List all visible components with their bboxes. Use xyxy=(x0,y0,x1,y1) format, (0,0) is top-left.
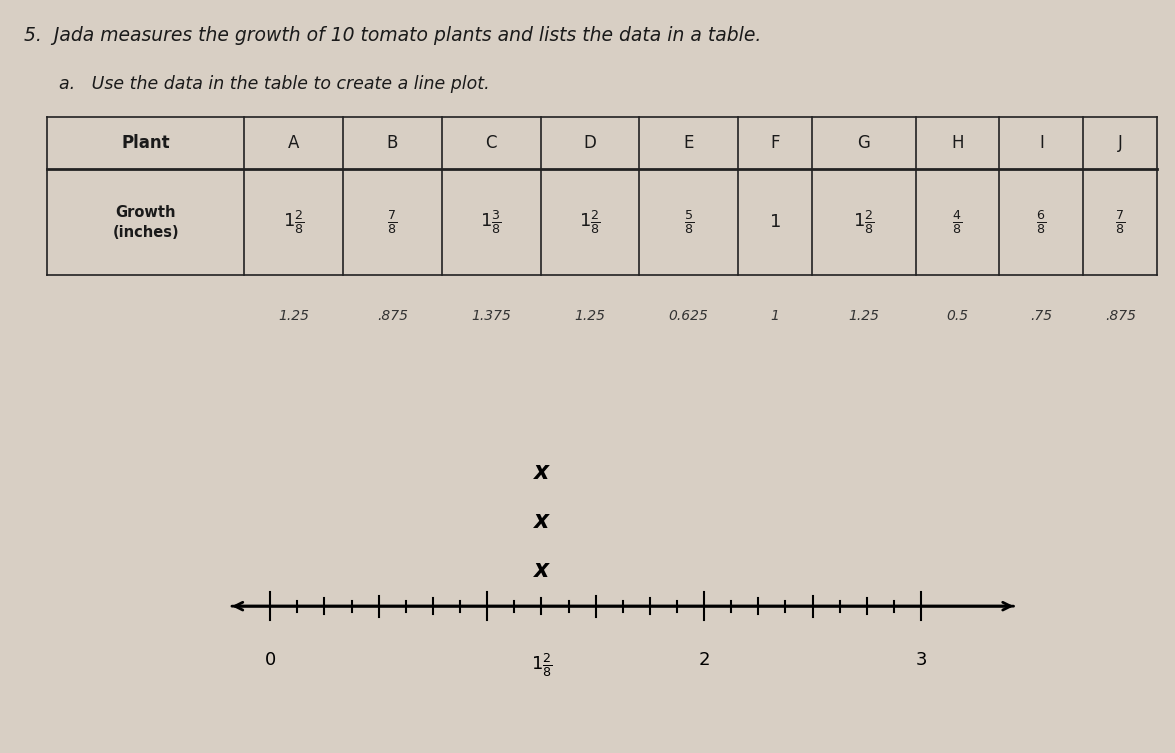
Text: $1\frac{2}{8}$: $1\frac{2}{8}$ xyxy=(283,209,304,236)
Text: x: x xyxy=(533,460,549,484)
Text: $1\frac{2}{8}$: $1\frac{2}{8}$ xyxy=(531,651,552,679)
Text: 0.5: 0.5 xyxy=(946,309,968,323)
Text: $\frac{7}{8}$: $\frac{7}{8}$ xyxy=(1115,209,1126,236)
Text: $1\frac{2}{8}$: $1\frac{2}{8}$ xyxy=(853,209,874,236)
Text: Growth
(inches): Growth (inches) xyxy=(113,205,179,239)
Text: .875: .875 xyxy=(1104,309,1136,323)
Text: 1: 1 xyxy=(771,309,779,323)
Text: C: C xyxy=(485,134,497,152)
Text: .75: .75 xyxy=(1030,309,1053,323)
Text: $\frac{7}{8}$: $\frac{7}{8}$ xyxy=(388,209,397,236)
Text: 3: 3 xyxy=(915,651,927,669)
Text: D: D xyxy=(584,134,596,152)
Text: B: B xyxy=(387,134,398,152)
Text: a.   Use the data in the table to create a line plot.: a. Use the data in the table to create a… xyxy=(59,75,489,93)
Text: F: F xyxy=(770,134,780,152)
Text: $1$: $1$ xyxy=(768,213,780,231)
Text: 0: 0 xyxy=(264,651,276,669)
Text: .875: .875 xyxy=(377,309,408,323)
Text: $\frac{5}{8}$: $\frac{5}{8}$ xyxy=(684,209,693,236)
Text: H: H xyxy=(952,134,964,152)
Text: 1.25: 1.25 xyxy=(848,309,879,323)
Text: G: G xyxy=(858,134,871,152)
Text: E: E xyxy=(684,134,693,152)
Text: $\frac{4}{8}$: $\frac{4}{8}$ xyxy=(953,209,962,236)
Text: 5.  Jada measures the growth of 10 tomato plants and lists the data in a table.: 5. Jada measures the growth of 10 tomato… xyxy=(24,26,761,45)
Text: 2: 2 xyxy=(698,651,710,669)
Text: A: A xyxy=(288,134,300,152)
Text: x: x xyxy=(533,509,549,533)
Text: x: x xyxy=(533,558,549,582)
Text: 1.25: 1.25 xyxy=(575,309,605,323)
Text: $1\frac{2}{8}$: $1\frac{2}{8}$ xyxy=(579,209,600,236)
Text: Plant: Plant xyxy=(121,134,170,152)
Text: $1\frac{3}{8}$: $1\frac{3}{8}$ xyxy=(481,209,502,236)
Text: J: J xyxy=(1117,134,1123,152)
Text: 1.375: 1.375 xyxy=(471,309,511,323)
Text: 0.625: 0.625 xyxy=(669,309,709,323)
Text: 1.25: 1.25 xyxy=(278,309,309,323)
Text: I: I xyxy=(1039,134,1043,152)
Text: $\frac{6}{8}$: $\frac{6}{8}$ xyxy=(1036,209,1047,236)
